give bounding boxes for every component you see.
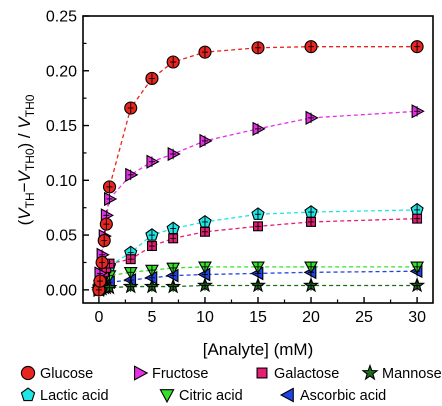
legend-label: Fructose [152, 366, 208, 382]
legend-marker [20, 387, 36, 402]
y-tick-label: 0.05 [46, 228, 77, 245]
x-axis-label: [Analyte] (mM) [203, 340, 314, 359]
legend-item: Ascorbic acid [279, 387, 386, 404]
legend-label: Glucose [40, 366, 93, 382]
legend-marker [20, 365, 36, 381]
x-tick-label: 20 [302, 309, 320, 326]
legend-item: Mannose [361, 363, 442, 382]
legend: Glucose Fructose Galactose Mannose Lactic ac… [20, 363, 442, 404]
legend-label: Lactic acid [40, 388, 109, 404]
y-tick-label: 0.00 [46, 282, 77, 299]
legend-label: Galactose [274, 366, 339, 382]
data-points [90, 40, 426, 298]
legend-label: Ascorbic acid [300, 388, 386, 404]
legend-marker [256, 367, 268, 379]
legend-label: Mannose [382, 366, 442, 382]
axis-ticks: 0 5 10 15 20 25 30 0.00 0.05 0.10 0.15 0.20 0.25 [46, 9, 426, 327]
legend-item: Citric acid [159, 388, 243, 404]
y-tick-label: 0.20 [46, 63, 77, 80]
y-tick-label: 0.15 [46, 118, 77, 135]
legend-item: Lactic acid [20, 387, 109, 404]
legend-marker [159, 389, 175, 404]
legend-marker [361, 363, 379, 381]
x-tick-label: 30 [408, 309, 426, 326]
legend-marker [134, 365, 149, 381]
y-axis-label: (VTH−VTH0) / VTH0 [15, 94, 37, 225]
x-tick-label: 0 [94, 309, 103, 326]
legend-marker [279, 387, 294, 403]
legend-item: Galactose [256, 366, 339, 382]
y-tick-label: 0.25 [46, 9, 77, 26]
y-tick-label: 0.10 [46, 173, 77, 190]
legend-item: Glucose [20, 365, 93, 382]
legend-item: Fructose [134, 365, 208, 382]
x-tick-label: 15 [249, 309, 267, 326]
x-tick-label: 5 [147, 309, 156, 326]
x-tick-label: 10 [196, 309, 214, 326]
legend-label: Citric acid [179, 388, 243, 404]
x-tick-label: 25 [355, 309, 373, 326]
